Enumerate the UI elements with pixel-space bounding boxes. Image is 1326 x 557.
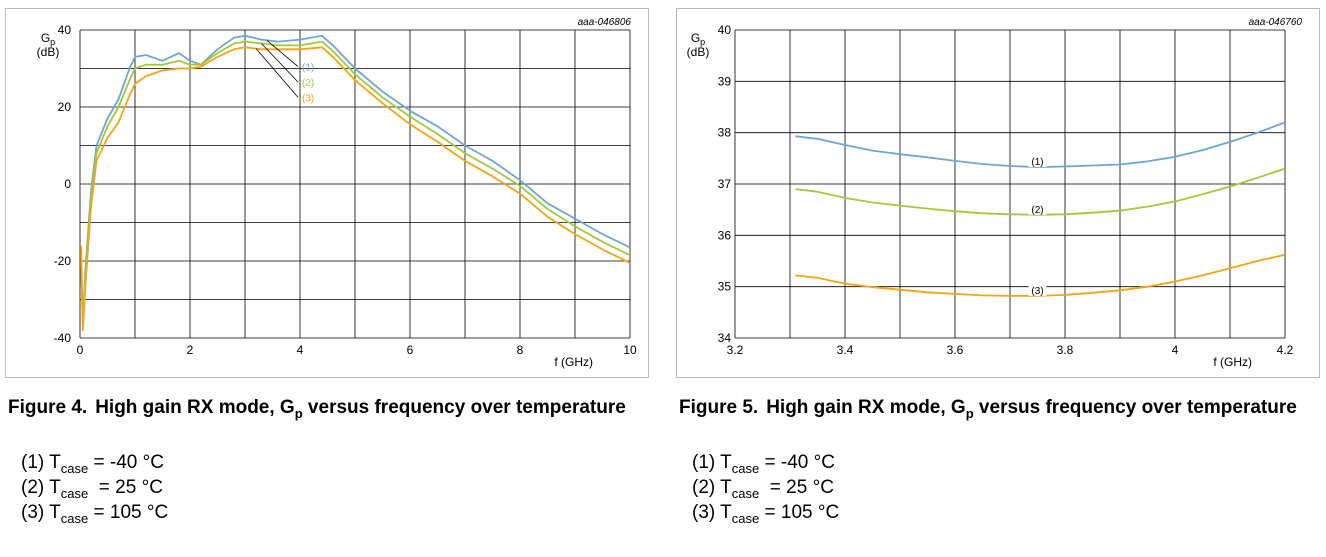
note-row: (3) Tcase = 105 °C — [692, 502, 840, 526]
temperature-notes: (1) Tcase = -40 °C (2) Tcase = 25 °C (3)… — [692, 450, 840, 526]
caption-subscript: p — [294, 405, 303, 421]
x-tick-label: 3.8 — [1057, 343, 1074, 357]
figure-caption: Figure 4. High gain RX mode, Gp versus fr… — [8, 395, 648, 426]
figure-code: aaa-046760 — [1249, 17, 1303, 28]
x-axis-title: f (GHz) — [554, 355, 593, 369]
x-tick-label: 0 — [77, 343, 84, 357]
caption-text-start: High gain RX mode, G — [766, 397, 966, 418]
y-axis-title: Gp — [41, 31, 55, 47]
y-tick-label: 39 — [718, 74, 732, 88]
label-knockout — [1028, 204, 1047, 215]
figure-code: aaa-046806 — [578, 17, 632, 28]
x-tick-label: 8 — [517, 343, 524, 357]
x-axis-title: f (GHz) — [1213, 355, 1252, 369]
label-leader-line — [261, 43, 299, 83]
y-tick-label: 40 — [718, 23, 732, 37]
x-tick-label: 3.2 — [727, 343, 744, 357]
series-label: (3) — [302, 93, 314, 104]
y-axis-unit: (dB) — [37, 45, 60, 59]
caption-number: Figure 4. — [8, 397, 88, 418]
y-tick-label: 34 — [718, 331, 732, 345]
figure-caption: Figure 5. High gain RX mode, Gp versus fr… — [679, 395, 1319, 426]
note-row: (2) Tcase = 25 °C — [21, 477, 163, 501]
y-axis-title: Gp — [691, 31, 705, 47]
series-label: (2) — [302, 78, 314, 89]
y-tick-label: 40 — [58, 23, 72, 37]
y-tick-label: -20 — [54, 254, 72, 268]
series-line — [80, 46, 631, 332]
x-tick-label: 10 — [623, 343, 637, 357]
caption-text-end: versus frequency over temperature — [973, 397, 1297, 418]
x-tick-label: 4.2 — [1277, 343, 1294, 357]
x-tick-label: 4 — [1172, 343, 1179, 357]
note-row: (2) Tcase = 25 °C — [692, 477, 834, 501]
label-knockout — [1028, 285, 1047, 296]
gp-frequency-chart: aaa-046806 Gp (dB) f (GHz) 0 2 4 6 8 10 -40 -20… — [37, 17, 637, 369]
label-knockout — [1028, 157, 1047, 168]
caption-text-start: High gain RX mode, G — [95, 397, 295, 418]
temperature-notes: (1) Tcase = -40 °C (2) Tcase = 25 °C (3)… — [21, 450, 169, 526]
series-line — [795, 121, 1286, 169]
note-row: (1) Tcase = -40 °C — [692, 452, 835, 476]
figure-frame — [676, 8, 1320, 378]
caption-text-end: versus frequency over temperature — [302, 397, 626, 418]
x-tick-label: 3.4 — [837, 343, 854, 357]
caption-subscript: p — [965, 405, 974, 421]
x-tick-label: 6 — [407, 343, 414, 357]
series-line — [80, 40, 631, 328]
gp-frequency-zoom-chart: aaa-046760 Gp (dB) f (GHz) 3.2 3.4 3.6 3.8 4… — [687, 17, 1303, 369]
note-row: (1) Tcase = -40 °C — [21, 452, 164, 476]
series-label: (1) — [1031, 157, 1043, 168]
figure-4: aaa-046806 Gp (dB) f (GHz) 0 2 4 6 8 10 -40 -20… — [5, 0, 655, 557]
figure-5: aaa-046760 Gp (dB) f (GHz) 3.2 3.4 3.6 3.8 4… — [676, 0, 1326, 557]
series-label: (3) — [1031, 286, 1043, 297]
y-tick-label: 0 — [64, 177, 71, 191]
x-tick-label: 3.6 — [947, 343, 964, 357]
y-tick-label: 38 — [718, 126, 732, 140]
x-tick-label: 4 — [297, 343, 304, 357]
y-tick-label: 35 — [718, 280, 732, 294]
series-label: (2) — [1031, 205, 1043, 216]
series-label: (1) — [302, 63, 314, 74]
label-leader-line — [266, 40, 299, 67]
y-axis-unit: (dB) — [687, 45, 710, 59]
y-tick-label: 36 — [718, 228, 732, 242]
series-line — [80, 34, 631, 324]
figure-frame — [5, 8, 649, 378]
note-row: (3) Tcase = 105 °C — [21, 502, 169, 526]
y-tick-label: -40 — [54, 331, 72, 345]
caption-number: Figure 5. — [679, 397, 759, 418]
label-leader-line — [255, 48, 299, 98]
x-tick-label: 2 — [187, 343, 194, 357]
y-tick-label: 20 — [58, 100, 72, 114]
y-tick-label: 37 — [718, 177, 732, 191]
